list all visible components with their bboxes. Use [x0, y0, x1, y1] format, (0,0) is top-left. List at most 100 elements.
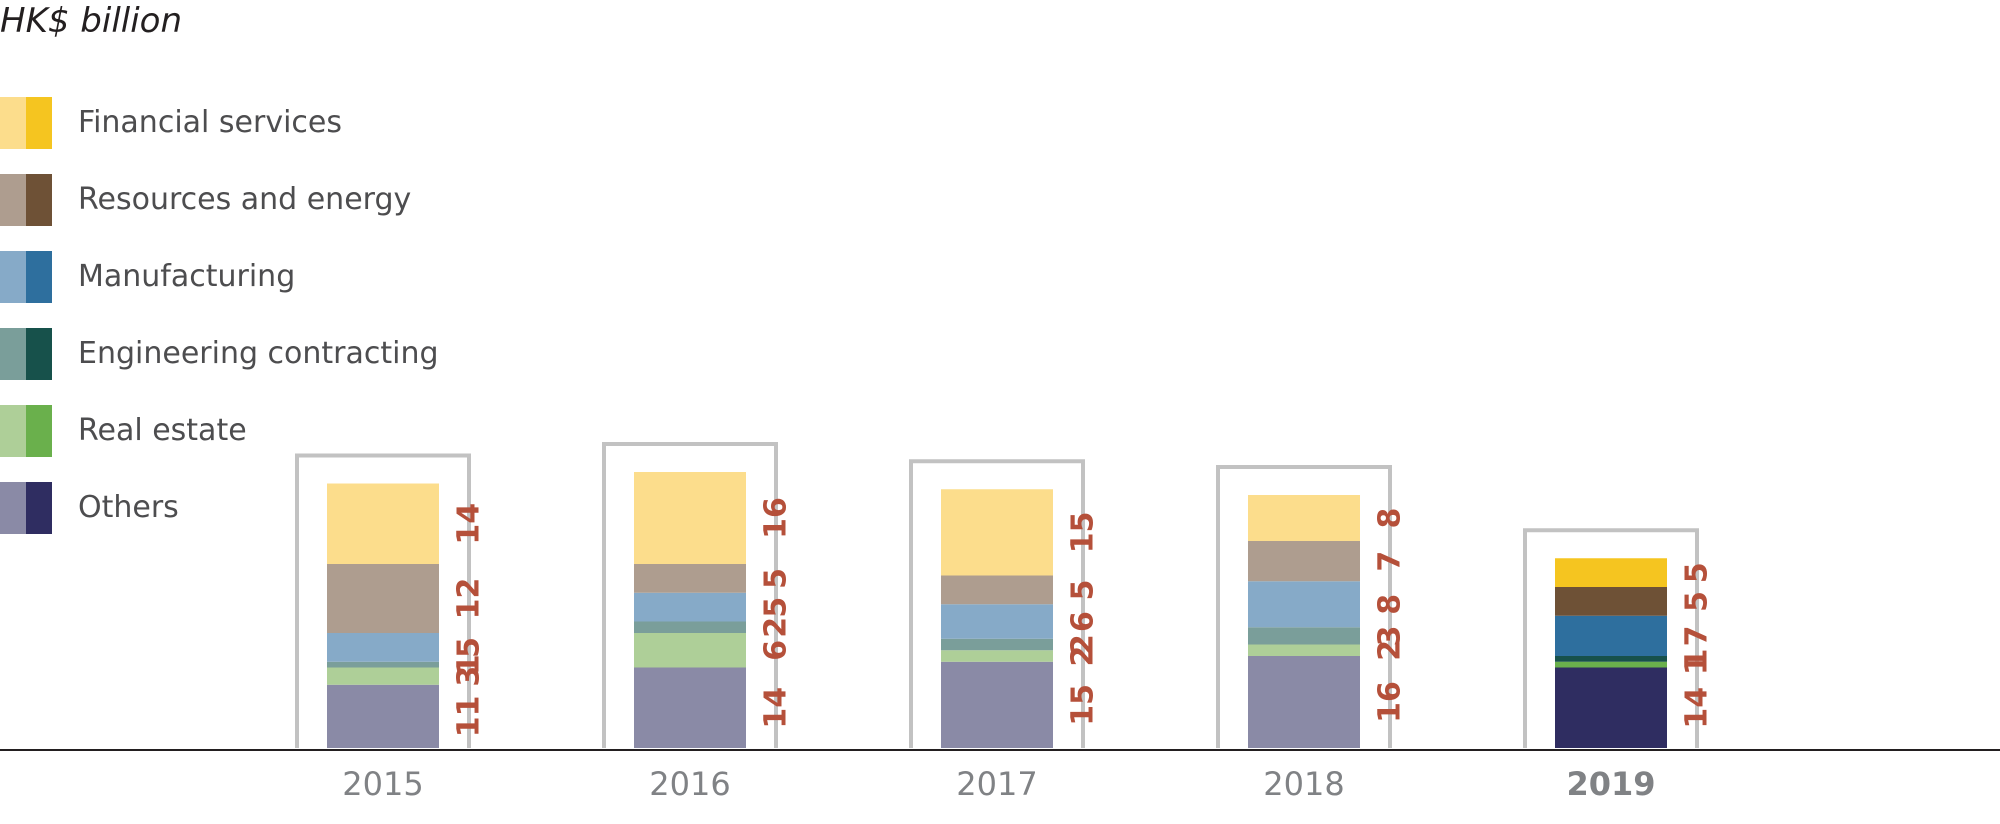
legend-swatch-dark: [26, 328, 52, 380]
value-label-2018-engineering-contracting: 3: [1373, 625, 1408, 646]
legend-item-real-estate: Real estate: [0, 405, 247, 457]
value-label-2017-resources-and-energy: 5: [1066, 579, 1101, 600]
legend-label: Others: [78, 490, 179, 525]
year-frame-2015: [295, 453, 471, 748]
value-label-2015-real-estate: 3: [452, 666, 487, 687]
bar-segment-2019-engineering-contracting: [1555, 656, 1667, 662]
legend-item-engineering-contracting: Engineering contracting: [0, 328, 439, 380]
value-label-2019-manufacturing: 7: [1680, 625, 1715, 646]
value-label-2016-manufacturing: 5: [759, 597, 794, 618]
legend-label: Financial services: [78, 105, 342, 140]
bar-segment-2019-financial-services: [1555, 558, 1667, 587]
unit-label: HK$ billion: [0, 1, 182, 41]
legend-swatch-dark: [26, 251, 52, 303]
value-label-2019-financial-services: 5: [1680, 562, 1715, 583]
legend: Financial services Resources and energy Ma…: [0, 97, 439, 534]
bar-segment-2017-real-estate: [941, 650, 1053, 662]
value-label-2015-resources-and-energy: 12: [452, 578, 487, 620]
year-frame-2019: [1523, 528, 1699, 748]
legend-swatch-dark: [26, 482, 52, 534]
year-frame-2017: [909, 459, 1085, 748]
year-label-2016: 2016: [649, 765, 730, 803]
bar-segment-2019-manufacturing: [1555, 615, 1667, 656]
year-frames: [295, 442, 1699, 748]
value-label-2018-others: 16: [1373, 681, 1408, 723]
legend-label: Manufacturing: [78, 259, 295, 294]
legend-swatch-light: [0, 174, 26, 226]
bar-segment-2019-others: [1555, 667, 1667, 748]
bar-segment-2017-manufacturing: [941, 604, 1053, 639]
bar-segment-2018-engineering-contracting: [1248, 627, 1360, 645]
bar-segment-2018-resources-and-energy: [1248, 541, 1360, 582]
value-label-2017-real-estate: 2: [1066, 646, 1101, 667]
value-label-2016-engineering-contracting: 2: [759, 617, 794, 638]
bar-segment-2019-resources-and-energy: [1555, 587, 1667, 616]
bar-segment-2018-real-estate: [1248, 644, 1360, 656]
value-label-2015-financial-services: 14: [452, 503, 487, 545]
bar-segment-2018-manufacturing: [1248, 581, 1360, 628]
value-label-2016-financial-services: 16: [759, 497, 794, 539]
bar-segment-2016-resources-and-energy: [634, 564, 746, 593]
value-label-2015-manufacturing: 5: [452, 637, 487, 658]
legend-swatch-dark: [26, 97, 52, 149]
value-label-2015-others: 11: [452, 696, 487, 738]
bar-segment-2015-engineering-contracting: [327, 661, 439, 668]
legend-swatch-dark: [26, 174, 52, 226]
bars: [327, 472, 1667, 748]
year-label-2015: 2015: [342, 765, 423, 803]
value-label-2019-real-estate: 1: [1680, 654, 1715, 675]
value-label-2018-resources-and-energy: 7: [1373, 551, 1408, 572]
value-label-2017-engineering-contracting: 2: [1066, 634, 1101, 655]
legend-swatch-light: [0, 328, 26, 380]
value-label-2015-engineering-contracting: 1: [452, 654, 487, 675]
legend-label: Real estate: [78, 413, 247, 448]
value-label-2019-engineering-contracting: 1: [1680, 648, 1715, 669]
bar-segment-2015-resources-and-energy: [327, 564, 439, 633]
value-label-2018-manufacturing: 8: [1373, 594, 1408, 615]
year-label-2017: 2017: [956, 765, 1037, 803]
value-label-2019-others: 14: [1680, 687, 1715, 729]
bar-segment-2017-financial-services: [941, 489, 1053, 576]
year-label-2018: 2018: [1263, 765, 1344, 803]
year-label-2019: 2019: [1566, 765, 1655, 803]
year-frame-2016: [602, 442, 778, 748]
year-labels: 2015 2016 2017 2018 2019: [342, 765, 1655, 803]
value-label-2018-financial-services: 8: [1373, 508, 1408, 529]
legend-swatch-light: [0, 251, 26, 303]
value-label-2017-manufacturing: 6: [1066, 611, 1101, 632]
bar-segment-2015-financial-services: [327, 483, 439, 564]
value-label-2017-others: 15: [1066, 684, 1101, 726]
legend-item-manufacturing: Manufacturing: [0, 251, 295, 303]
legend-item-resources-and-energy: Resources and energy: [0, 174, 411, 226]
value-label-2016-resources-and-energy: 5: [759, 568, 794, 589]
legend-item-others: Others: [0, 482, 179, 534]
legend-swatch-light: [0, 97, 26, 149]
value-label-2017-financial-services: 15: [1066, 512, 1101, 554]
bar-segment-2019-real-estate: [1555, 661, 1667, 668]
value-label-2018-real-estate: 2: [1373, 640, 1408, 661]
bar-segment-2018-others: [1248, 656, 1360, 748]
bar-segment-2016-others: [634, 667, 746, 748]
bar-segment-2015-manufacturing: [327, 633, 439, 662]
year-frame-2018: [1216, 465, 1392, 748]
bar-segment-2017-engineering-contracting: [941, 638, 1053, 651]
value-label-2019-resources-and-energy: 5: [1680, 591, 1715, 612]
value-label-2016-others: 14: [759, 687, 794, 729]
bar-segment-2017-others: [941, 661, 1053, 748]
bar-segment-2016-real-estate: [634, 633, 746, 668]
legend-label: Engineering contracting: [78, 336, 439, 371]
legend-swatch-light: [0, 405, 26, 457]
legend-label: Resources and energy: [78, 182, 411, 217]
legend-swatch-dark: [26, 405, 52, 457]
bar-segment-2015-real-estate: [327, 667, 439, 685]
bar-segment-2015-others: [327, 684, 439, 748]
bar-segment-2016-manufacturing: [634, 592, 746, 622]
legend-swatch-light: [0, 482, 26, 534]
legend-item-financial-services: Financial services: [0, 97, 342, 149]
bar-segment-2016-engineering-contracting: [634, 621, 746, 633]
bar-segment-2017-resources-and-energy: [941, 575, 1053, 605]
bar-segment-2018-financial-services: [1248, 495, 1360, 541]
value-label-2016-real-estate: 6: [759, 640, 794, 661]
